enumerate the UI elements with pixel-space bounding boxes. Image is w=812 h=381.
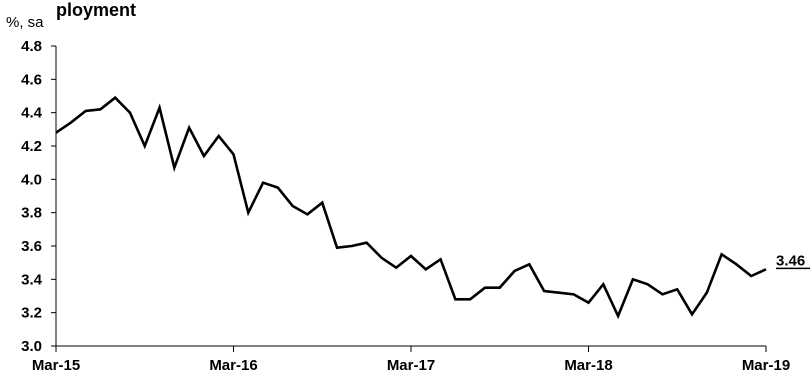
data-point [99, 108, 101, 110]
series-points [55, 96, 767, 317]
last-value-label: 3.46 [776, 252, 805, 269]
data-point [70, 121, 72, 123]
y-tick-label: 3.0 [21, 338, 42, 355]
data-point [291, 205, 293, 207]
data-point [646, 283, 648, 285]
data-point [365, 241, 367, 243]
data-point [617, 315, 619, 317]
data-point [380, 256, 382, 258]
data-point [410, 255, 412, 257]
data-point [306, 213, 308, 215]
data-point [55, 131, 57, 133]
data-point [676, 288, 678, 290]
data-point [158, 106, 160, 108]
data-point [277, 186, 279, 188]
y-tick-label: 4.6 [21, 71, 42, 88]
data-point [691, 313, 693, 315]
x-tick-label: Mar-17 [387, 357, 435, 374]
data-point [203, 155, 205, 157]
y-tick-label: 4.4 [21, 105, 43, 122]
data-point [173, 166, 175, 168]
data-point [587, 301, 589, 303]
y-tick-label: 3.6 [21, 238, 42, 255]
y-axis-unit-label: %, sa [6, 14, 44, 31]
data-point [84, 110, 86, 112]
series-line [55, 95, 767, 320]
y-tick-label: 4.8 [21, 38, 42, 55]
data-point [129, 111, 131, 113]
data-point [720, 253, 722, 255]
data-point [351, 245, 353, 247]
y-tick-label: 3.8 [21, 205, 42, 222]
y-tick-label: 3.2 [21, 305, 42, 322]
data-point [765, 268, 767, 270]
data-point [321, 201, 323, 203]
data-point [513, 270, 515, 272]
data-point [706, 291, 708, 293]
data-point [528, 263, 530, 265]
chart-title-fragment: ployment [56, 0, 136, 20]
data-point [632, 278, 634, 280]
x-tick-label: Mar-18 [564, 357, 612, 374]
data-point [144, 145, 146, 147]
data-point [543, 290, 545, 292]
data-point [336, 246, 338, 248]
x-tick-label: Mar-15 [32, 357, 80, 374]
data-point [499, 286, 501, 288]
data-point [395, 266, 397, 268]
data-point [425, 268, 427, 270]
data-point [469, 298, 471, 300]
data-point [439, 258, 441, 260]
data-point [262, 181, 264, 183]
data-point [484, 286, 486, 288]
x-tick-label: Mar-19 [742, 357, 790, 374]
y-tick-label: 3.4 [21, 271, 43, 288]
y-tick-label: 4.2 [21, 138, 42, 155]
data-point [247, 211, 249, 213]
x-tick-label: Mar-16 [209, 357, 257, 374]
data-point [558, 291, 560, 293]
data-point [735, 263, 737, 265]
data-point [602, 283, 604, 285]
data-point [573, 293, 575, 295]
x-axis-ticks: Mar-15 Mar-16 Mar-17 Mar-18 Mar-19 [32, 346, 790, 374]
data-point [188, 126, 190, 128]
data-point [661, 293, 663, 295]
data-point [232, 153, 234, 155]
data-point [750, 275, 752, 277]
data-point [454, 298, 456, 300]
data-point [114, 96, 116, 98]
y-axis-ticks: 3.0 3.2 3.4 3.6 3.8 4.0 4.2 4.4 4.6 4.8 [21, 38, 56, 355]
data-point [218, 135, 220, 137]
y-tick-label: 4.0 [21, 171, 42, 188]
